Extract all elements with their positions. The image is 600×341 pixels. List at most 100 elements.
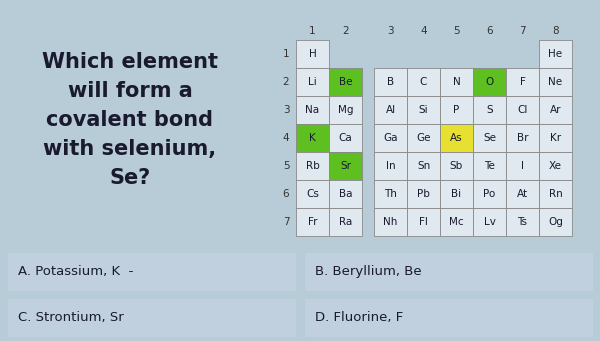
Text: Sr: Sr <box>340 161 351 171</box>
Text: 5: 5 <box>453 26 460 36</box>
Bar <box>473 96 506 124</box>
Text: 7: 7 <box>283 217 289 227</box>
Text: K: K <box>309 133 316 143</box>
Text: Ge: Ge <box>416 133 431 143</box>
Text: Rb: Rb <box>305 161 319 171</box>
Bar <box>473 152 506 180</box>
Text: A. Potassium, K  -: A. Potassium, K - <box>18 266 133 279</box>
Bar <box>374 68 407 96</box>
Text: Ar: Ar <box>550 105 561 115</box>
Text: Se: Se <box>483 133 496 143</box>
Text: Ne: Ne <box>548 77 563 87</box>
Bar <box>506 180 539 208</box>
Text: 8: 8 <box>552 26 559 36</box>
Bar <box>539 96 572 124</box>
Text: Pb: Pb <box>417 189 430 199</box>
Text: Be: Be <box>339 77 352 87</box>
Text: 4: 4 <box>420 26 427 36</box>
Text: Mg: Mg <box>338 105 353 115</box>
Bar <box>539 208 572 236</box>
Text: Xe: Xe <box>549 161 562 171</box>
Text: In: In <box>386 161 395 171</box>
Text: S: S <box>486 105 493 115</box>
Text: At: At <box>517 189 528 199</box>
Text: Cs: Cs <box>306 189 319 199</box>
Text: Fr: Fr <box>308 217 317 227</box>
Bar <box>407 180 440 208</box>
Bar <box>296 124 329 152</box>
Bar <box>296 208 329 236</box>
Text: Br: Br <box>517 133 528 143</box>
Text: B. Beryllium, Be: B. Beryllium, Be <box>315 266 422 279</box>
Text: Kr: Kr <box>550 133 561 143</box>
Bar <box>329 180 362 208</box>
Bar <box>296 152 329 180</box>
Bar <box>329 152 362 180</box>
Text: Ba: Ba <box>339 189 352 199</box>
Text: H: H <box>308 49 316 59</box>
Bar <box>329 208 362 236</box>
Bar <box>305 299 593 337</box>
Bar <box>374 96 407 124</box>
Text: Ca: Ca <box>338 133 352 143</box>
Text: 5: 5 <box>283 161 289 171</box>
Bar <box>539 40 572 68</box>
Text: Li: Li <box>308 77 317 87</box>
Text: 3: 3 <box>387 26 394 36</box>
Text: B: B <box>387 77 394 87</box>
Bar <box>8 299 296 337</box>
Bar <box>440 68 473 96</box>
Text: Na: Na <box>305 105 320 115</box>
Text: Bi: Bi <box>451 189 461 199</box>
Text: Mc: Mc <box>449 217 464 227</box>
Bar <box>440 96 473 124</box>
Bar <box>440 152 473 180</box>
Text: Which element
will form a
covalent bond
with selenium,
Se?: Which element will form a covalent bond … <box>42 53 218 188</box>
Text: As: As <box>450 133 463 143</box>
Bar <box>506 208 539 236</box>
Text: 4: 4 <box>283 133 289 143</box>
Bar <box>296 40 329 68</box>
Bar <box>506 152 539 180</box>
Bar <box>329 96 362 124</box>
Text: Og: Og <box>548 217 563 227</box>
Text: Al: Al <box>385 105 395 115</box>
Bar <box>539 180 572 208</box>
Text: 6: 6 <box>283 189 289 199</box>
Text: 2: 2 <box>283 77 289 87</box>
Text: F: F <box>520 77 526 87</box>
Bar <box>407 68 440 96</box>
Bar <box>473 208 506 236</box>
Text: 1: 1 <box>309 26 316 36</box>
Text: Ga: Ga <box>383 133 398 143</box>
Text: Si: Si <box>419 105 428 115</box>
Bar <box>539 124 572 152</box>
Bar <box>329 124 362 152</box>
Bar <box>407 96 440 124</box>
Bar <box>407 208 440 236</box>
Text: Cl: Cl <box>517 105 527 115</box>
Bar <box>296 96 329 124</box>
Text: He: He <box>548 49 563 59</box>
Bar <box>539 152 572 180</box>
Text: I: I <box>521 161 524 171</box>
Bar <box>8 253 296 291</box>
Bar <box>440 124 473 152</box>
Bar <box>407 152 440 180</box>
Text: C: C <box>420 77 427 87</box>
Text: Lv: Lv <box>484 217 496 227</box>
Bar <box>473 68 506 96</box>
Bar <box>305 253 593 291</box>
Bar <box>329 68 362 96</box>
Bar <box>539 68 572 96</box>
Text: Ra: Ra <box>339 217 352 227</box>
Text: Nh: Nh <box>383 217 398 227</box>
Bar <box>296 180 329 208</box>
Text: Fl: Fl <box>419 217 428 227</box>
Text: D. Fluorine, F: D. Fluorine, F <box>315 311 403 325</box>
Text: 1: 1 <box>283 49 289 59</box>
Bar <box>506 68 539 96</box>
Bar <box>374 124 407 152</box>
Text: N: N <box>452 77 460 87</box>
Bar <box>374 152 407 180</box>
